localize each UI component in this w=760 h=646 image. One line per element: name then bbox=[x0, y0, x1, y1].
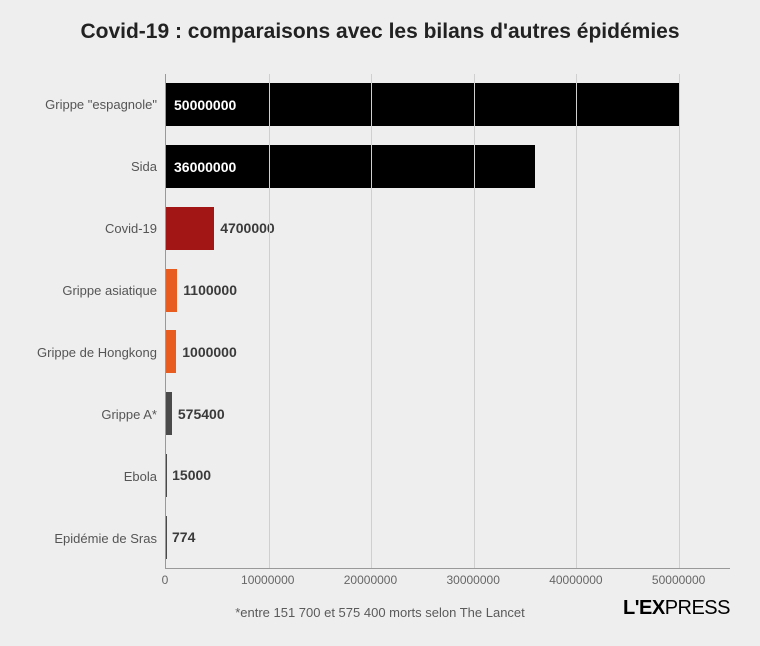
bar-row: 1100000 bbox=[166, 259, 730, 321]
bar-row: 50000000 bbox=[166, 74, 730, 136]
bar-row: 575400 bbox=[166, 383, 730, 445]
x-axis: 0 10000000 20000000 30000000 40000000 5000000… bbox=[165, 569, 730, 589]
category-label: Covid-19 bbox=[30, 198, 165, 260]
category-label: Grippe asiatique bbox=[30, 260, 165, 322]
bar bbox=[166, 516, 167, 559]
grid-line bbox=[269, 74, 270, 568]
bar-row: 774 bbox=[166, 506, 730, 568]
bar-row: 36000000 bbox=[166, 136, 730, 198]
category-label: Grippe "espagnole" bbox=[30, 74, 165, 136]
chart-title: Covid-19 : comparaisons avec les bilans … bbox=[30, 20, 730, 44]
category-label: Sida bbox=[30, 136, 165, 198]
category-label: Ebola bbox=[30, 445, 165, 507]
bar-value-label: 1100000 bbox=[183, 282, 237, 298]
x-tick-label: 20000000 bbox=[344, 573, 397, 587]
bar-value-label: 1000000 bbox=[182, 344, 237, 360]
category-label: Grippe A* bbox=[30, 383, 165, 445]
footnote-text: *entre 151 700 et 575 400 morts selon Th… bbox=[235, 605, 525, 620]
x-tick-label: 50000000 bbox=[652, 573, 705, 587]
bar-value-label: 50000000 bbox=[174, 97, 236, 113]
plot-area: 50000000 36000000 4700000 1100000 1000000 575… bbox=[165, 74, 730, 569]
x-tick-label: 10000000 bbox=[241, 573, 294, 587]
x-tick-label: 0 bbox=[162, 573, 169, 587]
bar-row: 4700000 bbox=[166, 198, 730, 260]
x-tick-label: 40000000 bbox=[549, 573, 602, 587]
brand-thin: PRESS bbox=[665, 597, 730, 619]
bar bbox=[166, 454, 167, 497]
y-axis-labels: Grippe "espagnole"SidaCovid-19Grippe asi… bbox=[30, 74, 165, 569]
grid-line bbox=[474, 74, 475, 568]
chart-footer: *entre 151 700 et 575 400 morts selon Th… bbox=[30, 605, 730, 620]
category-label: Grippe de Hongkong bbox=[30, 322, 165, 384]
category-label: Epidémie de Sras bbox=[30, 507, 165, 569]
bar bbox=[166, 269, 177, 312]
grid-line bbox=[679, 74, 680, 568]
grid-line bbox=[576, 74, 577, 568]
bar bbox=[166, 330, 176, 373]
x-tick-label: 30000000 bbox=[446, 573, 499, 587]
brand-bold: L'EX bbox=[623, 597, 665, 619]
bar-row: 1000000 bbox=[166, 321, 730, 383]
bars-container: 50000000 36000000 4700000 1100000 1000000 575… bbox=[166, 74, 730, 568]
bar-value-label: 36000000 bbox=[174, 159, 236, 175]
bar-row: 15000 bbox=[166, 445, 730, 507]
grid-line bbox=[371, 74, 372, 568]
bar-value-label: 4700000 bbox=[220, 220, 275, 236]
bar-value-label: 575400 bbox=[178, 406, 225, 422]
bar: 50000000 bbox=[166, 83, 679, 126]
bar-value-label: 15000 bbox=[172, 467, 211, 483]
bar bbox=[166, 207, 214, 250]
brand-logo: L'EXPRESS bbox=[623, 597, 730, 620]
chart-panel: Covid-19 : comparaisons avec les bilans … bbox=[0, 0, 760, 646]
bar bbox=[166, 392, 172, 435]
bar-value-label: 774 bbox=[172, 529, 195, 545]
bar: 36000000 bbox=[166, 145, 535, 188]
chart-area: Grippe "espagnole"SidaCovid-19Grippe asi… bbox=[30, 74, 730, 569]
